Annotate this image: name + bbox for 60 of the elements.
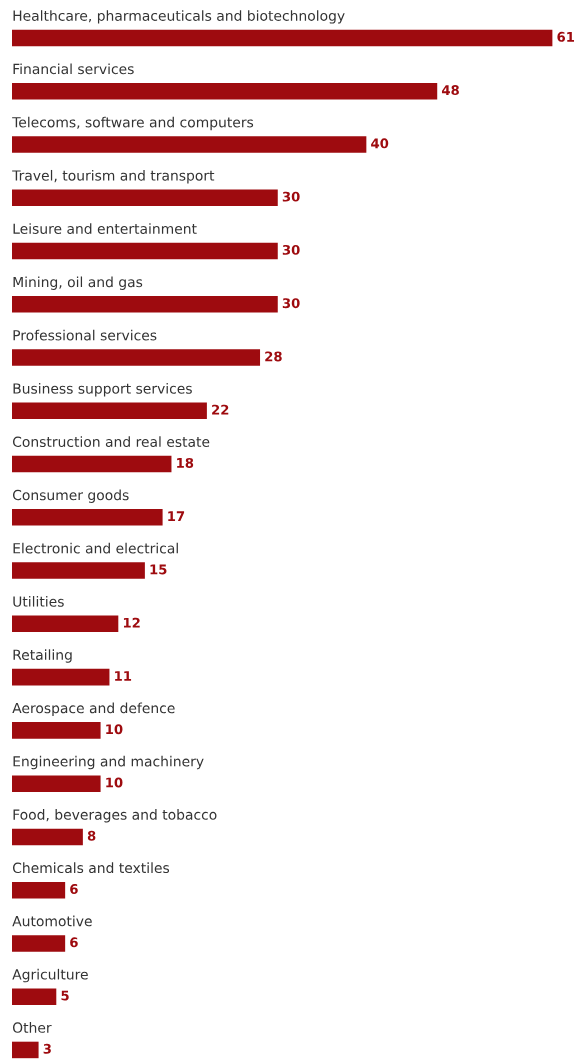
data-label: 8 <box>87 830 96 841</box>
y-tick-label: Leisure and entertainment <box>13 223 197 234</box>
data-label: 22 <box>212 404 229 415</box>
bar <box>12 828 83 846</box>
bar <box>12 775 101 792</box>
y-tick-label: Food, beverages and tobacco <box>13 809 217 823</box>
bar <box>12 29 553 47</box>
y-tick-label: Construction and real estate <box>12 436 210 448</box>
data-label: 40 <box>371 138 389 149</box>
bar <box>12 1041 39 1059</box>
data-label: 11 <box>115 671 132 681</box>
bar <box>12 881 66 899</box>
data-label: 30 <box>282 298 300 309</box>
bar <box>12 402 207 420</box>
y-tick-label: Utilities <box>13 596 64 607</box>
data-label: 28 <box>265 351 282 362</box>
y-tick-label: Agriculture <box>12 968 88 983</box>
data-label: 12 <box>123 617 140 628</box>
data-label: 18 <box>177 457 194 468</box>
data-label: 17 <box>168 511 185 521</box>
y-tick-label: Engineering and machinery <box>13 755 204 770</box>
bar <box>12 509 163 526</box>
bar <box>12 722 101 739</box>
y-tick-label: Consumer goods <box>12 489 129 503</box>
bar <box>12 189 278 207</box>
y-tick-label: Electronic and electrical <box>13 542 178 554</box>
bar <box>12 935 66 952</box>
bar <box>12 455 172 473</box>
y-tick-label: Financial services <box>13 63 134 75</box>
bar <box>12 242 278 260</box>
y-tick-label: Travel, tourism and transport <box>12 169 215 184</box>
y-tick-label: Mining, oil and gas <box>13 276 143 290</box>
data-label: 5 <box>61 990 69 1001</box>
data-label: 6 <box>70 884 78 894</box>
y-tick-label: Telecoms, software and computers <box>12 116 254 131</box>
bar <box>12 562 145 579</box>
y-tick-label: Chemicals and textiles <box>12 862 170 874</box>
y-tick-label: Other <box>12 1022 52 1033</box>
data-label: 30 <box>282 191 300 202</box>
data-label: 48 <box>441 85 459 96</box>
bar <box>12 988 57 1005</box>
y-tick-label: Business support services <box>13 383 192 397</box>
y-tick-label: Aerospace and defence <box>12 702 175 716</box>
y-tick-label: Retailing <box>13 649 72 663</box>
bar <box>12 615 119 633</box>
bar <box>12 296 278 313</box>
data-label: 15 <box>150 564 167 575</box>
bar <box>12 668 110 686</box>
bar <box>12 136 367 153</box>
y-tick-label: Automotive <box>12 915 92 927</box>
data-label: 3 <box>43 1043 51 1054</box>
bar <box>12 349 261 366</box>
y-tick-label: Healthcare, pharmaceuticals and biotechnology <box>13 10 345 24</box>
data-label: 10 <box>106 777 123 788</box>
bar <box>12 83 438 100</box>
y-tick-label: Professional services <box>13 329 157 341</box>
data-label: 30 <box>282 244 300 255</box>
data-label: 6 <box>70 937 78 948</box>
data-label: 10 <box>106 724 123 735</box>
data-label: 61 <box>557 31 574 42</box>
